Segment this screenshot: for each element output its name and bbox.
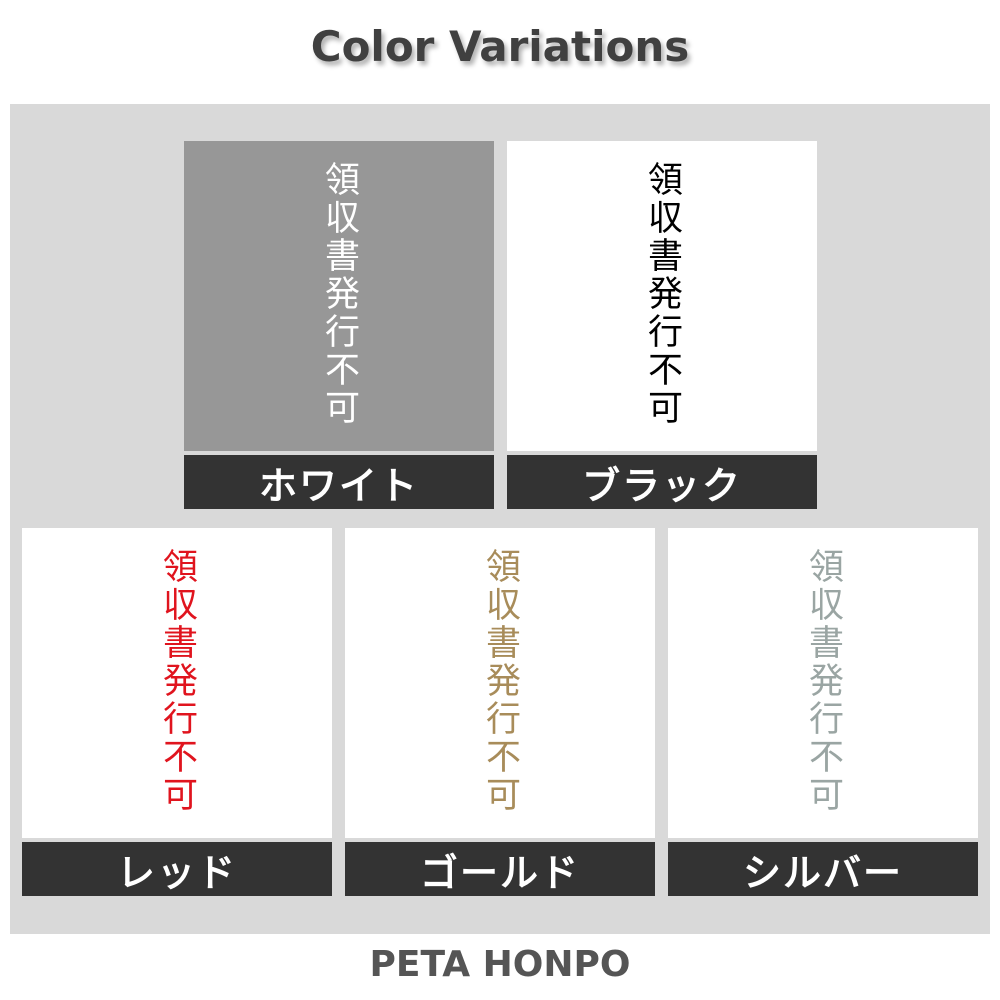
sign-text: 領収書発行不可 (803, 548, 843, 814)
brand-footer: PETA HONPO (369, 944, 631, 985)
sign-swatch: 領収書発行不可 (184, 141, 494, 451)
variation-label: レッド (22, 842, 332, 896)
variations-panel: 領収書発行不可 ホワイト 領収書発行不可 ブラック 領収書発行不可 レッド 領収… (10, 104, 990, 934)
variation-card-silver: 領収書発行不可 シルバー (668, 528, 978, 896)
variation-card-red: 領収書発行不可 レッド (22, 528, 332, 896)
page-title: Color Variations (310, 22, 690, 71)
variation-label: シルバー (668, 842, 978, 896)
sign-text: 領収書発行不可 (480, 548, 520, 814)
sign-swatch: 領収書発行不可 (345, 528, 655, 838)
sign-swatch: 領収書発行不可 (22, 528, 332, 838)
variation-label: ゴールド (345, 842, 655, 896)
sign-text: 領収書発行不可 (319, 161, 359, 427)
variation-card-gold: 領収書発行不可 ゴールド (345, 528, 655, 896)
variation-card-white: 領収書発行不可 ホワイト (184, 141, 494, 509)
sign-swatch: 領収書発行不可 (507, 141, 817, 451)
sign-text: 領収書発行不可 (157, 548, 197, 814)
variation-label: ホワイト (184, 455, 494, 509)
variation-label: ブラック (507, 455, 817, 509)
sign-swatch: 領収書発行不可 (668, 528, 978, 838)
variation-card-black: 領収書発行不可 ブラック (507, 141, 817, 509)
sign-text: 領収書発行不可 (642, 161, 682, 427)
